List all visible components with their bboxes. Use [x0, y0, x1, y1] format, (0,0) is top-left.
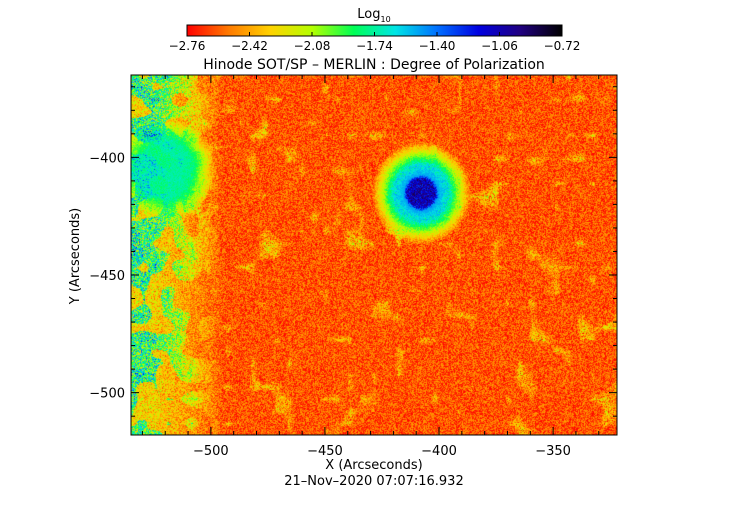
polarization-map	[131, 75, 617, 435]
colorbar-tick-label: −1.40	[419, 39, 456, 53]
x-axis-label: X (Arcseconds)	[325, 458, 422, 473]
colorbar-ticks: −2.76 −2.42 −2.08 −1.74 −1.40 −1.06 −0.72	[169, 32, 581, 53]
colorbar-tick-label: −1.06	[481, 39, 518, 53]
axis-ticks: −500 −450 −400 −350 −400 −450 −500	[89, 75, 617, 459]
x-tick-label: −450	[307, 444, 343, 459]
colorbar-tick-label: −2.42	[231, 39, 268, 53]
y-tick-label: −500	[89, 387, 125, 402]
y-tick-label: −400	[89, 151, 125, 166]
y-tick-label: −450	[89, 269, 125, 284]
x-tick-label: −400	[421, 444, 457, 459]
colorbar-tick-label: −0.72	[544, 39, 581, 53]
x-tick-label: −500	[193, 444, 229, 459]
colorbar-tick-label: −2.76	[169, 39, 206, 53]
colorbar-tick-label: −1.74	[356, 39, 393, 53]
chart-title: Hinode SOT/SP – MERLIN : Degree of Polar…	[203, 57, 545, 73]
x-tick-label: −350	[535, 444, 571, 459]
plot-frame	[130, 74, 618, 436]
colorbar-label: Log10	[357, 7, 390, 24]
timestamp: 21–Nov–2020 07:07:16.932	[284, 474, 463, 489]
y-axis-label: Y (Arcseconds)	[68, 208, 83, 305]
colorbar-tick-label: −2.08	[294, 39, 331, 53]
